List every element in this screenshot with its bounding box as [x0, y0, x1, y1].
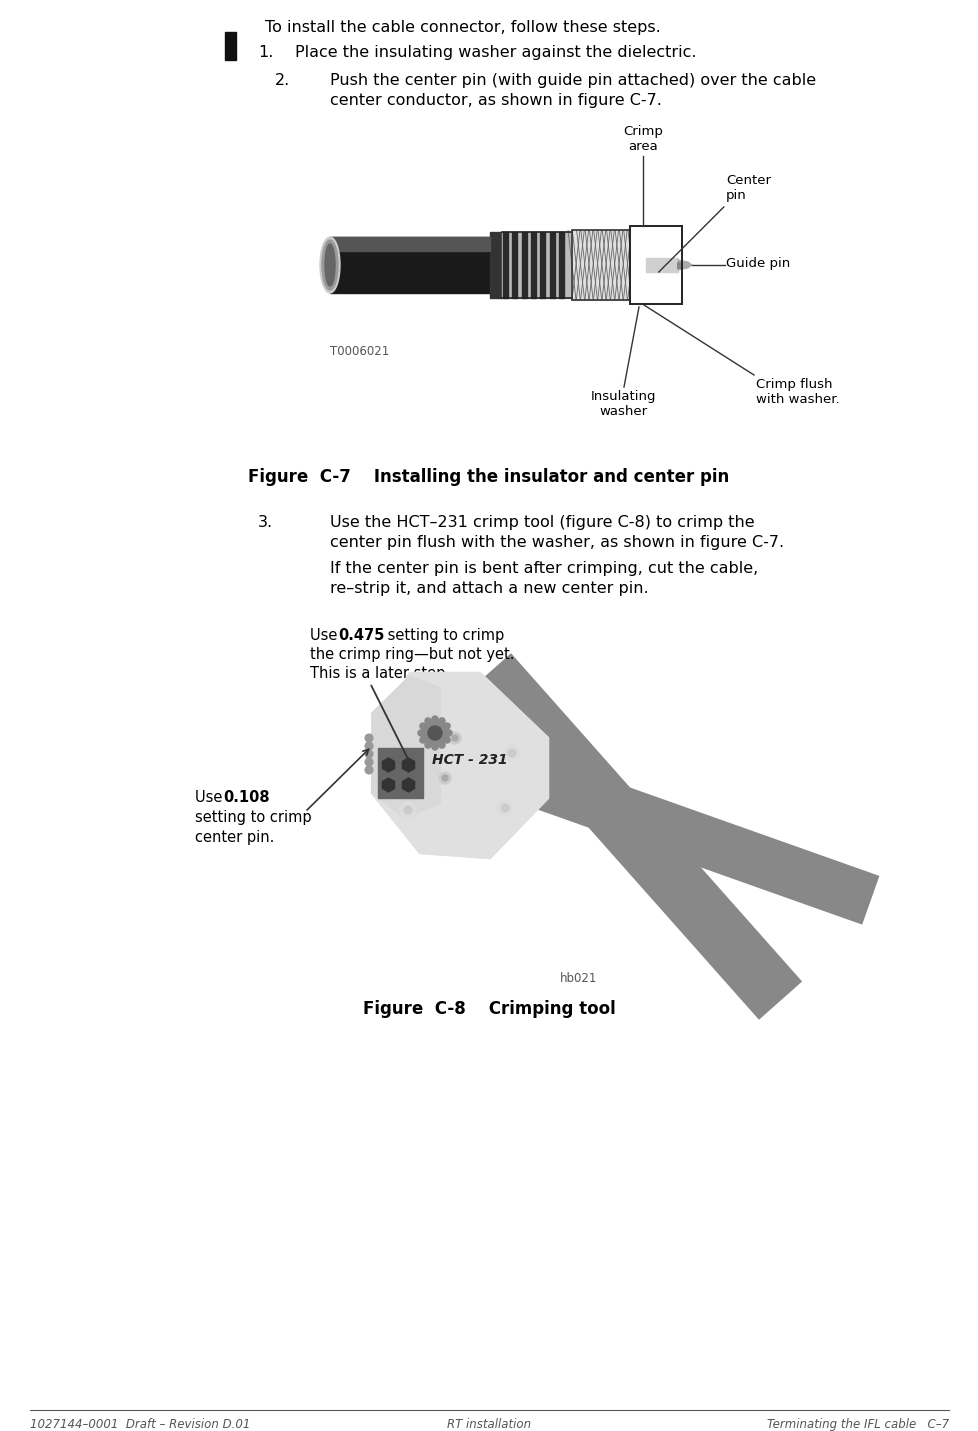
Circle shape	[431, 744, 437, 750]
Circle shape	[501, 804, 509, 811]
Bar	[225, 31, 236, 60]
Circle shape	[444, 737, 450, 743]
Polygon shape	[468, 654, 800, 1019]
Polygon shape	[531, 760, 877, 923]
Bar	[503, 232, 508, 298]
Circle shape	[446, 730, 452, 736]
Circle shape	[365, 750, 373, 758]
Text: re–strip it, and attach a new center pin.: re–strip it, and attach a new center pin…	[330, 581, 648, 595]
Text: setting to crimp: setting to crimp	[195, 810, 311, 826]
Text: the crimp ring—but not yet.: the crimp ring—but not yet.	[310, 647, 514, 663]
Text: Center
pin: Center pin	[725, 175, 770, 202]
Circle shape	[365, 766, 373, 774]
Bar	[521, 232, 526, 298]
Circle shape	[424, 743, 430, 748]
Bar	[571, 230, 632, 301]
Text: T0006021: T0006021	[330, 345, 389, 358]
Circle shape	[497, 800, 512, 816]
Text: If the center pin is bent after crimping, cut the cable,: If the center pin is bent after crimping…	[330, 561, 758, 577]
Circle shape	[438, 743, 445, 748]
Bar	[378, 748, 422, 798]
Circle shape	[504, 746, 519, 761]
Circle shape	[438, 771, 451, 784]
Polygon shape	[382, 778, 394, 791]
Text: Guide pin: Guide pin	[726, 258, 789, 270]
Text: Figure  C-8    Crimping tool: Figure C-8 Crimping tool	[362, 1000, 615, 1017]
Circle shape	[438, 718, 445, 724]
Text: center conductor, as shown in figure C-7.: center conductor, as shown in figure C-7…	[330, 93, 661, 107]
Text: To install the cable connector, follow these steps.: To install the cable connector, follow t…	[265, 20, 660, 34]
Text: Use: Use	[310, 628, 341, 643]
Polygon shape	[382, 758, 394, 771]
Text: 2.: 2.	[275, 73, 289, 87]
Bar	[530, 232, 536, 298]
Text: Insulating
washer: Insulating washer	[591, 391, 656, 418]
Bar	[571, 230, 632, 301]
Text: center pin.: center pin.	[195, 830, 274, 844]
Text: Place the insulating washer against the dielectric.: Place the insulating washer against the …	[294, 44, 695, 60]
Ellipse shape	[320, 238, 339, 293]
Text: 1027144–0001  Draft – Revision D.01: 1027144–0001 Draft – Revision D.01	[30, 1418, 250, 1431]
Bar	[330, 238, 490, 250]
Text: 1.: 1.	[258, 44, 273, 60]
Polygon shape	[402, 758, 414, 771]
Circle shape	[420, 737, 425, 743]
Text: center pin flush with the washer, as shown in figure C-7.: center pin flush with the washer, as sho…	[330, 535, 783, 550]
Polygon shape	[372, 675, 439, 819]
Bar	[645, 258, 678, 272]
Polygon shape	[372, 673, 548, 859]
Circle shape	[365, 743, 373, 750]
Text: setting to crimp: setting to crimp	[382, 628, 504, 643]
Circle shape	[420, 723, 425, 728]
Circle shape	[418, 730, 423, 736]
Polygon shape	[678, 260, 691, 270]
Bar	[540, 232, 545, 298]
Text: 0.108: 0.108	[223, 790, 269, 806]
Text: 0.475: 0.475	[337, 628, 384, 643]
Text: hb021: hb021	[559, 972, 597, 985]
Bar	[677, 262, 682, 268]
Bar	[558, 232, 563, 298]
Bar	[330, 238, 490, 293]
Bar	[630, 226, 682, 303]
Text: 3.: 3.	[258, 515, 273, 529]
Circle shape	[444, 723, 450, 728]
Bar	[511, 232, 516, 298]
Text: Crimp
area: Crimp area	[622, 124, 662, 153]
Text: Use the HCT–231 crimp tool (figure C-8) to crimp the: Use the HCT–231 crimp tool (figure C-8) …	[330, 515, 754, 529]
Bar	[502, 232, 571, 298]
Circle shape	[421, 718, 449, 747]
Text: Figure  C-7    Installing the insulator and center pin: Figure C-7 Installing the insulator and …	[248, 468, 729, 487]
Ellipse shape	[325, 245, 334, 286]
Text: Use: Use	[195, 790, 227, 806]
Bar	[549, 232, 555, 298]
Bar	[490, 232, 502, 298]
Ellipse shape	[322, 240, 337, 290]
Circle shape	[427, 726, 441, 740]
Circle shape	[441, 776, 448, 781]
Circle shape	[365, 734, 373, 743]
Polygon shape	[372, 673, 548, 859]
Polygon shape	[402, 778, 414, 791]
Text: Crimp flush
with washer.: Crimp flush with washer.	[755, 378, 839, 406]
Circle shape	[400, 801, 416, 819]
Circle shape	[452, 736, 458, 741]
Circle shape	[431, 716, 437, 723]
Circle shape	[424, 718, 430, 724]
Bar	[632, 228, 645, 303]
Text: This is a later step.: This is a later step.	[310, 665, 450, 681]
Circle shape	[404, 806, 412, 814]
Circle shape	[508, 748, 515, 757]
Text: HCT - 231: HCT - 231	[431, 753, 508, 767]
Circle shape	[449, 733, 461, 744]
Text: Push the center pin (with guide pin attached) over the cable: Push the center pin (with guide pin atta…	[330, 73, 816, 87]
Text: RT installation: RT installation	[447, 1418, 530, 1431]
Text: Terminating the IFL cable   C–7: Terminating the IFL cable C–7	[766, 1418, 948, 1431]
Circle shape	[365, 758, 373, 766]
